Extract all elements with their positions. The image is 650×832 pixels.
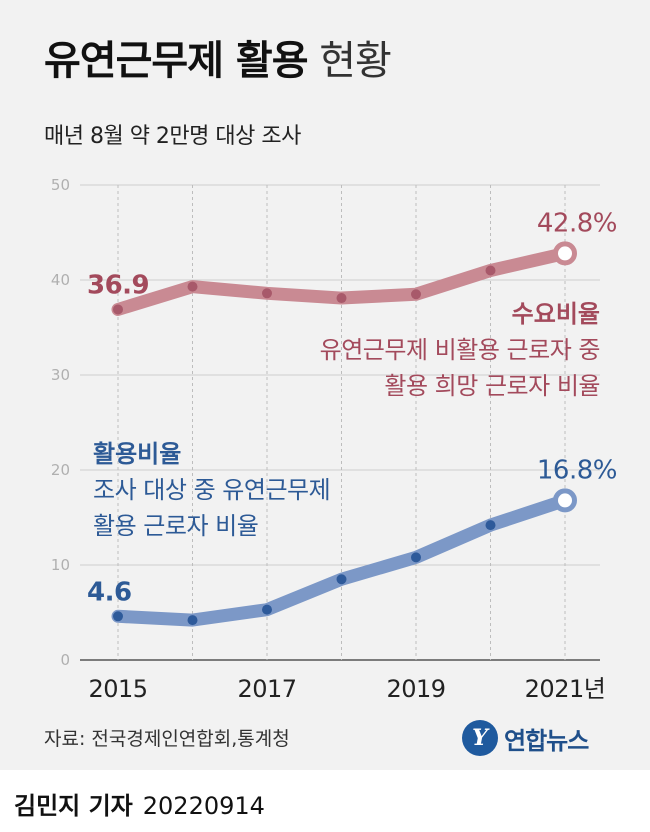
last-value-label: 42.8% xyxy=(537,208,617,238)
source-note: 자료: 전국경제인연합회,통계청 xyxy=(44,728,290,750)
line-chart: 0 10 20 30 40 50 2015 2017 2019 2021년 36.9 42.8% 4.6… xyxy=(51,176,618,703)
infographic-card: 유연근무제 활용 현황 매년 8월 약 2만명 대상 조사 0 10 20 30 40 5… xyxy=(0,0,650,770)
series-point xyxy=(485,265,496,276)
y-tick-label: 10 xyxy=(51,556,70,574)
series-point xyxy=(262,604,272,615)
series-end-point xyxy=(553,241,577,266)
author-name: 김민지 기자 xyxy=(14,792,133,820)
series-description-line: 조사 대상 중 유연근무제 xyxy=(93,476,330,504)
y-tick-label: 40 xyxy=(51,271,70,289)
series-description-line: 활용 근로자 비율 xyxy=(93,512,258,540)
title-bold: 유연근무제 활용 xyxy=(44,38,309,84)
first-value-label: 36.9 xyxy=(87,270,149,300)
y-tick-label: 20 xyxy=(51,461,70,479)
logo-text: 연합뉴스 xyxy=(504,726,589,755)
series-name-label: 활용비율 xyxy=(93,440,181,468)
x-tick-label: 2017 xyxy=(237,675,296,703)
x-tick-label: 2019 xyxy=(386,675,445,703)
title-light: 현황 xyxy=(319,38,392,84)
series-name-label: 수요비율 xyxy=(512,300,600,328)
y-tick-label: 0 xyxy=(60,651,70,669)
series-point xyxy=(411,289,421,300)
series-end-point xyxy=(553,488,577,513)
yonhap-logo-icon: Y xyxy=(462,720,498,756)
series-point xyxy=(262,288,272,299)
series-description-line: 활용 희망 근로자 비율 xyxy=(384,372,600,400)
page-title: 유연근무제 활용 현황 xyxy=(44,28,392,86)
last-value-label: 16.8% xyxy=(537,455,617,485)
first-value-label: 4.6 xyxy=(87,577,132,607)
y-tick-label: 50 xyxy=(51,176,70,194)
series-point xyxy=(113,304,123,315)
series-point xyxy=(336,574,347,585)
series-point xyxy=(411,552,421,563)
series-point xyxy=(336,293,347,304)
byline: 김민지 기자 20220914 xyxy=(14,786,265,821)
publish-date: 20220914 xyxy=(142,792,265,820)
yonhap-logo: Y 연합뉴스 xyxy=(462,718,589,758)
x-tick-label: 2021년 xyxy=(525,675,606,703)
series-point xyxy=(113,611,123,622)
series-description-line: 유연근무제 비활용 근로자 중 xyxy=(320,336,600,364)
series-point xyxy=(187,615,198,626)
page-subtitle: 매년 8월 약 2만명 대상 조사 xyxy=(44,124,301,149)
x-tick-label: 2015 xyxy=(88,675,147,703)
series-point xyxy=(485,520,496,531)
y-tick-label: 30 xyxy=(51,366,70,384)
series-point xyxy=(187,281,198,292)
